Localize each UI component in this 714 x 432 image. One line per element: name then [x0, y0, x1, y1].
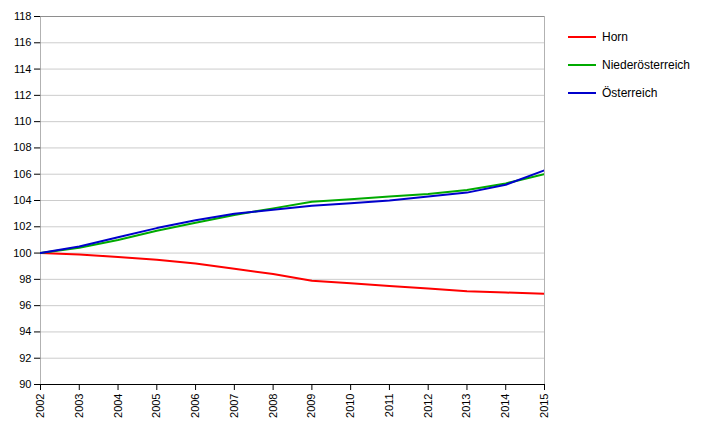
html-text:Niederösterreich: Niederösterreich [602, 58, 690, 72]
svg-text:2014: 2014 [499, 394, 511, 418]
svg-text:2002: 2002 [34, 394, 46, 418]
svg-text:118: 118 [14, 10, 32, 22]
svg-text:116: 116 [14, 36, 32, 48]
svg-text:104: 104 [13, 194, 31, 206]
svg-text:110: 110 [14, 115, 32, 127]
svg-text:2011: 2011 [383, 394, 395, 418]
svg-text:90: 90 [19, 378, 31, 390]
svg-text:2007: 2007 [228, 394, 240, 418]
svg-text:98: 98 [19, 273, 31, 285]
svg-text:94: 94 [19, 325, 31, 337]
svg-text:2012: 2012 [422, 394, 434, 418]
svg-text:2006: 2006 [189, 394, 201, 418]
svg-text:2010: 2010 [344, 394, 356, 418]
svg-text:2013: 2013 [460, 394, 472, 418]
html-text:Österreich: Österreich [602, 86, 658, 100]
svg-text:2009: 2009 [305, 394, 317, 418]
svg-text:102: 102 [13, 220, 31, 232]
svg-text:2005: 2005 [150, 394, 162, 418]
svg-text:100: 100 [13, 247, 31, 259]
svg-text:108: 108 [13, 141, 31, 153]
svg-text:2015: 2015 [538, 394, 550, 418]
svg-text:2004: 2004 [112, 394, 124, 418]
svg-text:2003: 2003 [73, 394, 85, 418]
svg-text:106: 106 [13, 168, 31, 180]
html-text:Horn: Horn [602, 30, 628, 44]
svg-text:92: 92 [19, 352, 31, 364]
svg-text:2008: 2008 [267, 394, 279, 418]
svg-text:96: 96 [19, 299, 31, 311]
svg-text:112: 112 [14, 89, 32, 101]
svg-text:114: 114 [14, 63, 32, 75]
